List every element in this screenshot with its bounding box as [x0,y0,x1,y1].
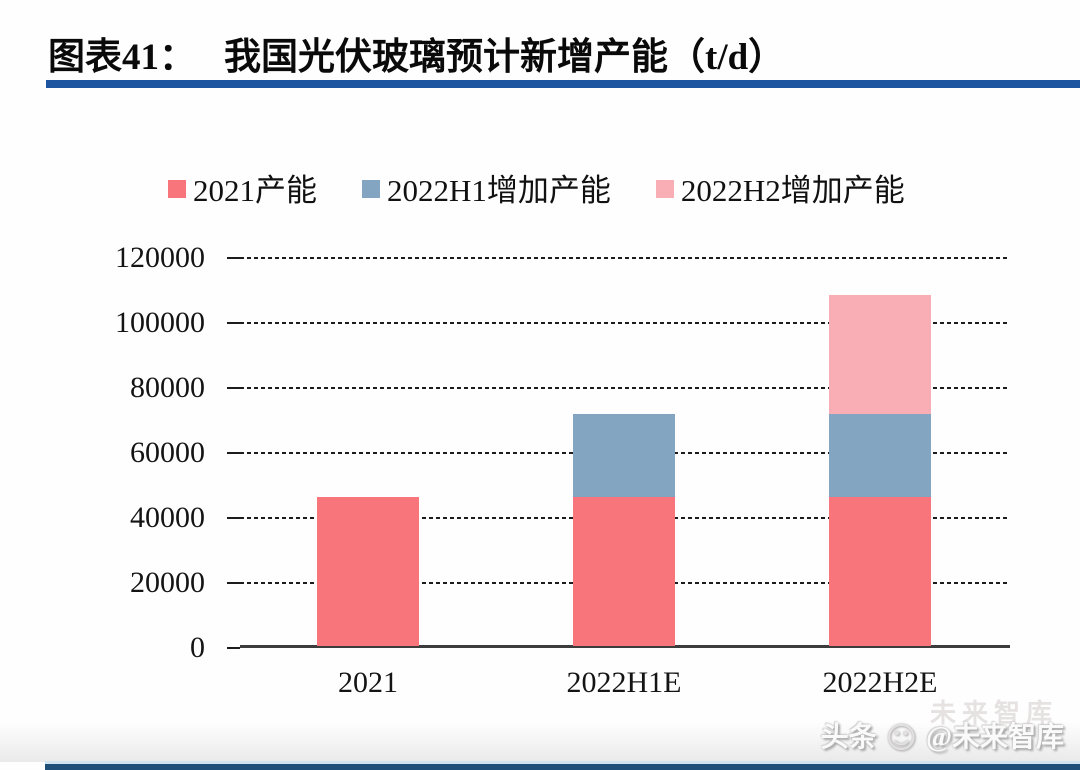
stacked-bar-2021 [317,496,419,646]
legend-swatch-red [168,179,186,198]
y-axis-label: 0 [190,631,205,664]
y-axis-tick [227,322,240,324]
y-axis-label: 100000 [115,306,205,339]
bar-segment [573,413,675,497]
legend-item: 2021产能 [168,165,317,210]
chart-legend: 2021产能 2022H1增加产能 2022H2增加产能 [168,165,905,210]
watermark-prefix: 头条 [820,722,877,753]
bottom-bar [45,764,1080,770]
y-axis-tick [227,582,240,584]
gridline [240,387,1008,389]
legend-label: 2022H2增加产能 [680,173,905,208]
legend-label: 2022H1增加产能 [387,173,611,208]
legend-label: 2021产能 [193,173,317,208]
x-axis-label: 2022H2E [822,666,938,699]
bar-segment [573,496,675,646]
y-axis-tick [227,387,240,389]
stacked-bar-2022H2E [829,295,931,646]
legend-swatch-blue [362,179,380,198]
watermark-ghost: 未来智库 [929,699,1058,728]
legend-item: 2022H1增加产能 [362,165,611,210]
y-axis-label: 120000 [115,241,205,274]
figure-tag: 图表41： [48,37,196,78]
gridline [240,322,1008,324]
x-axis-line [240,645,1010,648]
watermark: 头条 ☺ @未来智库 [821,715,1064,756]
y-axis-label: 40000 [130,501,205,534]
y-axis-tick [227,452,240,454]
y-axis-label: 80000 [130,371,205,404]
title-divider-line [46,80,1080,88]
bar-segment [829,295,931,414]
gridline [240,257,1008,259]
legend-swatch-pink [655,179,674,198]
legend-item: 2022H2增加产能 [655,165,905,210]
stacked-bar-2022H1E [573,413,675,646]
bar-segment [829,413,931,497]
plot-area [240,257,1010,648]
y-axis-tick [227,647,240,649]
watermark-handle: @未来智库 [925,722,1064,753]
bar-segment [317,496,419,646]
bar-segment [829,496,931,646]
figure-title-text: 我国光伏玻璃预计新增产能（t/d） [224,37,786,78]
y-axis-label: 60000 [130,436,205,469]
bottom-bar-highlight [45,761,1080,764]
smiley-logo-icon: ☺ [885,721,917,756]
y-axis-label: 20000 [130,566,205,599]
y-axis-tick [227,257,240,259]
y-axis-tick [227,517,240,519]
x-axis-label: 2022H1E [566,666,682,699]
bottom-fade [0,722,1080,762]
figure-title: 图表41： 我国光伏玻璃预计新增产能（t/d） [48,26,785,80]
x-axis-label: 2021 [338,666,398,699]
